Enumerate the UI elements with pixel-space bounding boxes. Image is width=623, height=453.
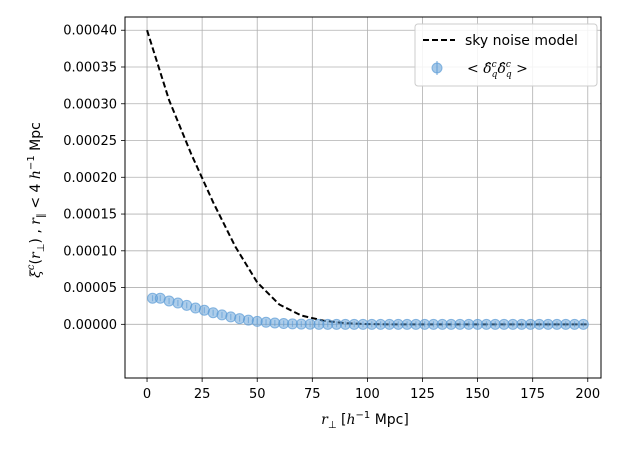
legend-label-sky-noise-model: sky noise model [465, 33, 578, 49]
legend-swatch-marker [431, 62, 443, 74]
y-tick-label: 0.00025 [63, 134, 117, 149]
x-tick-label: 100 [355, 387, 380, 402]
data-point [163, 295, 175, 307]
legend-label-correlation: < δ̂c qδ̂c q > [467, 60, 528, 80]
y-tick-label: 0.00040 [63, 24, 117, 39]
data-point [225, 311, 237, 323]
plot-frame [124, 16, 602, 379]
legend-box [414, 23, 598, 87]
y-tick-label: 0.00000 [63, 318, 117, 333]
data-point [234, 313, 246, 325]
y-tick-label: 0.00030 [63, 97, 117, 112]
series-layer [146, 29, 589, 330]
x-tick-label: 75 [304, 387, 321, 402]
x-tick-label: 0 [143, 387, 151, 402]
y-tick-label: 0.00020 [63, 171, 117, 186]
y-tick-label: 0.00035 [63, 60, 117, 75]
y-tick-label: 0.00015 [63, 208, 117, 223]
x-axis-label: r⊥ [h−1 Mpc] [321, 410, 409, 431]
y-tick-label: 0.00005 [63, 281, 117, 296]
x-tick-label: 50 [249, 387, 266, 402]
x-tick-label: 25 [194, 387, 211, 402]
x-tick-label: 125 [410, 387, 435, 402]
legend: sky noise model < δ̂c qδ̂c q > [414, 23, 598, 87]
x-tick-label: 200 [575, 387, 600, 402]
y-axis-label: ξc(r⊥) , r∥ < 4 h−1 Mpc [26, 122, 47, 278]
data-point [216, 309, 228, 321]
y-tick-label: 0.00010 [63, 244, 117, 259]
x-tick-label: 150 [465, 387, 490, 402]
ticks: 0 25 50 75 100 125 150 175 200 0.00000 0.00005 0.00… [63, 24, 600, 402]
data-point [577, 318, 589, 330]
x-tick-label: 175 [520, 387, 545, 402]
